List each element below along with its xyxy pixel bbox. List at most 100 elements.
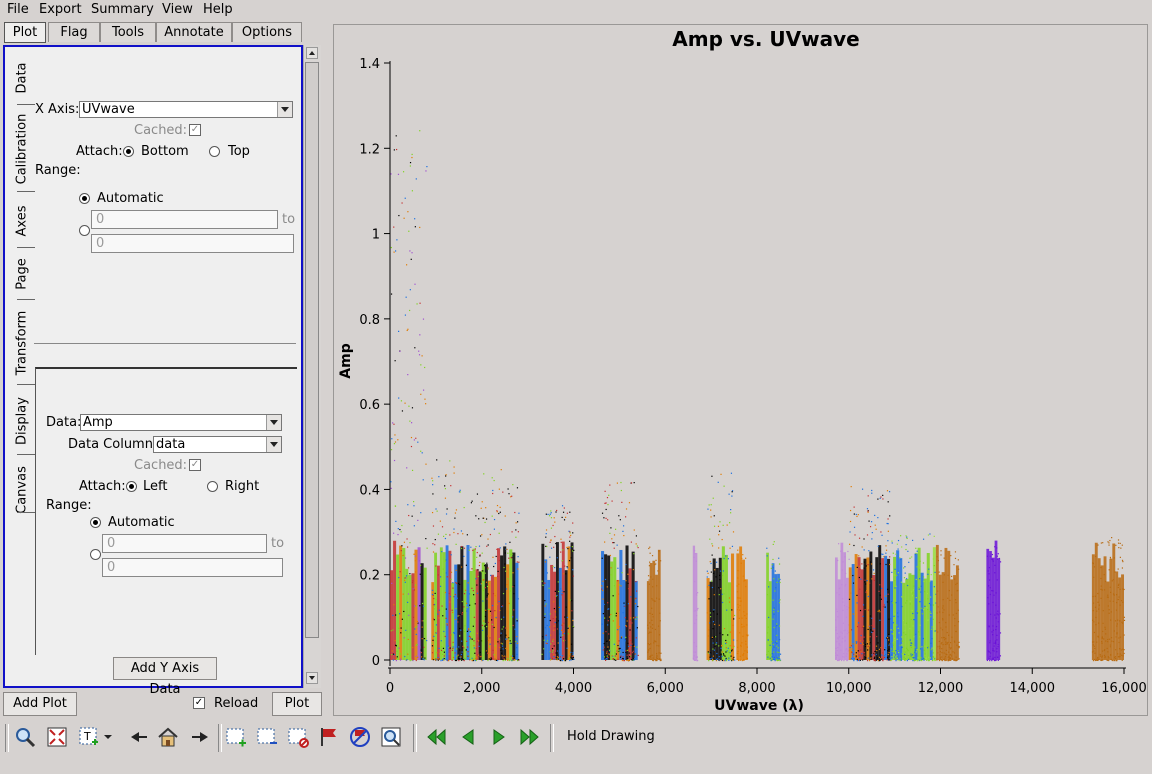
data-point <box>625 563 627 566</box>
reload-checkbox[interactable]: ✓ <box>193 697 205 709</box>
data-point <box>452 647 454 650</box>
flag-icon[interactable] <box>318 726 340 748</box>
amp-vs-uvwave-chart[interactable]: Amp vs. UVwave UVwave (λ) Amp 00.20.40.6… <box>333 24 1148 716</box>
data-point <box>620 489 622 492</box>
home-icon[interactable] <box>157 726 179 748</box>
y-attach-left-radio[interactable] <box>126 481 137 492</box>
text-annotate-icon[interactable]: T <box>78 726 100 748</box>
data-point <box>861 626 864 629</box>
hold-drawing-label[interactable]: Hold Drawing <box>567 729 655 744</box>
y-range-max-input[interactable]: 0 <box>102 558 283 577</box>
vtab-calibration[interactable]: Calibration <box>9 107 35 191</box>
data-point <box>456 658 458 660</box>
data-point <box>395 135 397 137</box>
data-point <box>395 645 397 647</box>
vtab-axes[interactable]: Axes <box>9 195 35 247</box>
clear-region-icon[interactable] <box>287 726 309 748</box>
data-point <box>1111 537 1113 539</box>
previous-page-icon[interactable] <box>457 726 479 748</box>
data-point <box>901 644 903 646</box>
vtab-page[interactable]: Page <box>9 250 35 298</box>
chevron-down-icon[interactable] <box>266 437 281 452</box>
pan-left-icon[interactable] <box>127 726 149 748</box>
data-point <box>1107 605 1109 607</box>
y-column-select[interactable]: data <box>153 436 282 453</box>
last-page-icon[interactable] <box>519 726 541 748</box>
x-range-manual-radio[interactable] <box>79 225 90 236</box>
data-stripe <box>544 559 548 660</box>
mark-region-icon[interactable] <box>225 726 247 748</box>
data-point <box>719 578 721 581</box>
subtract-region-icon[interactable] <box>256 726 278 748</box>
data-point <box>951 594 953 596</box>
next-page-icon[interactable] <box>488 726 510 748</box>
menu-export[interactable]: Export <box>39 2 82 17</box>
data-point <box>628 635 630 638</box>
scroll-thumb[interactable] <box>305 62 319 638</box>
first-page-icon[interactable] <box>425 726 447 748</box>
menu-summary[interactable]: Summary <box>91 2 154 17</box>
data-point <box>775 658 778 660</box>
x-attach-top-radio[interactable] <box>209 146 220 157</box>
menu-file[interactable]: File <box>7 2 29 17</box>
y-attach-right-radio[interactable] <box>207 481 218 492</box>
data-point <box>445 533 447 536</box>
y-data-select[interactable]: Amp <box>80 414 282 431</box>
panel-scrollbar[interactable] <box>303 45 321 688</box>
menu-view[interactable]: View <box>162 2 193 17</box>
data-point <box>498 638 500 640</box>
data-point <box>927 619 929 621</box>
data-stripe <box>512 552 516 660</box>
data-point <box>1107 541 1109 543</box>
data-point <box>1092 562 1094 564</box>
locate-icon[interactable] <box>380 726 402 748</box>
chevron-down-icon[interactable] <box>277 102 292 117</box>
vtab-display[interactable]: Display <box>9 388 35 454</box>
vtab-data[interactable]: Data <box>9 52 35 104</box>
data-point <box>445 475 447 477</box>
data-point <box>618 650 620 652</box>
data-point <box>403 637 405 639</box>
chevron-down-icon[interactable] <box>102 726 114 748</box>
tab-tools[interactable]: Tools <box>100 22 156 42</box>
data-point <box>558 590 560 593</box>
data-point <box>835 656 837 658</box>
data-point <box>997 614 999 616</box>
plot-button[interactable]: Plot <box>272 692 322 716</box>
y-range-manual-radio[interactable] <box>90 549 101 560</box>
x-cached-checkbox[interactable]: ✓ <box>189 124 201 136</box>
data-point <box>724 659 726 662</box>
menu-help[interactable]: Help <box>203 2 233 17</box>
tab-annotate[interactable]: Annotate <box>156 22 232 42</box>
vtab-canvas[interactable]: Canvas <box>9 457 35 523</box>
x-attach-bottom-radio[interactable] <box>123 146 134 157</box>
unflag-icon[interactable] <box>349 726 371 748</box>
data-point <box>409 309 411 312</box>
tab-options[interactable]: Options <box>232 22 302 42</box>
tab-plot[interactable]: Plot <box>4 22 46 43</box>
data-point <box>918 659 920 661</box>
add-plot-button[interactable]: Add Plot <box>3 692 77 716</box>
pan-right-icon[interactable] <box>190 726 212 748</box>
scroll-down-button[interactable] <box>306 672 318 684</box>
vtab-transform[interactable]: Transform <box>9 302 35 384</box>
data-point <box>731 650 733 652</box>
y-range-automatic-radio[interactable] <box>90 517 101 528</box>
y-cached-checkbox[interactable]: ✓ <box>189 459 201 471</box>
data-point <box>1094 652 1096 654</box>
data-point <box>874 659 876 662</box>
scroll-up-button[interactable] <box>306 47 318 59</box>
x-range-min-input[interactable]: 0 <box>91 210 278 229</box>
x-axis-select[interactable]: UVwave <box>79 101 293 118</box>
x-range-max-input[interactable]: 0 <box>91 234 294 253</box>
x-range-automatic-radio[interactable] <box>79 193 90 204</box>
data-point <box>431 511 434 514</box>
tab-flag[interactable]: Flag <box>48 22 100 42</box>
data-point <box>556 656 558 658</box>
data-point <box>651 659 654 661</box>
add-y-axis-data-button[interactable]: Add Y Axis Data <box>113 657 217 697</box>
chevron-down-icon[interactable] <box>266 415 281 430</box>
zoom-fit-icon[interactable] <box>46 726 68 748</box>
y-range-min-input[interactable]: 0 <box>102 534 267 553</box>
zoom-icon[interactable] <box>14 726 36 748</box>
